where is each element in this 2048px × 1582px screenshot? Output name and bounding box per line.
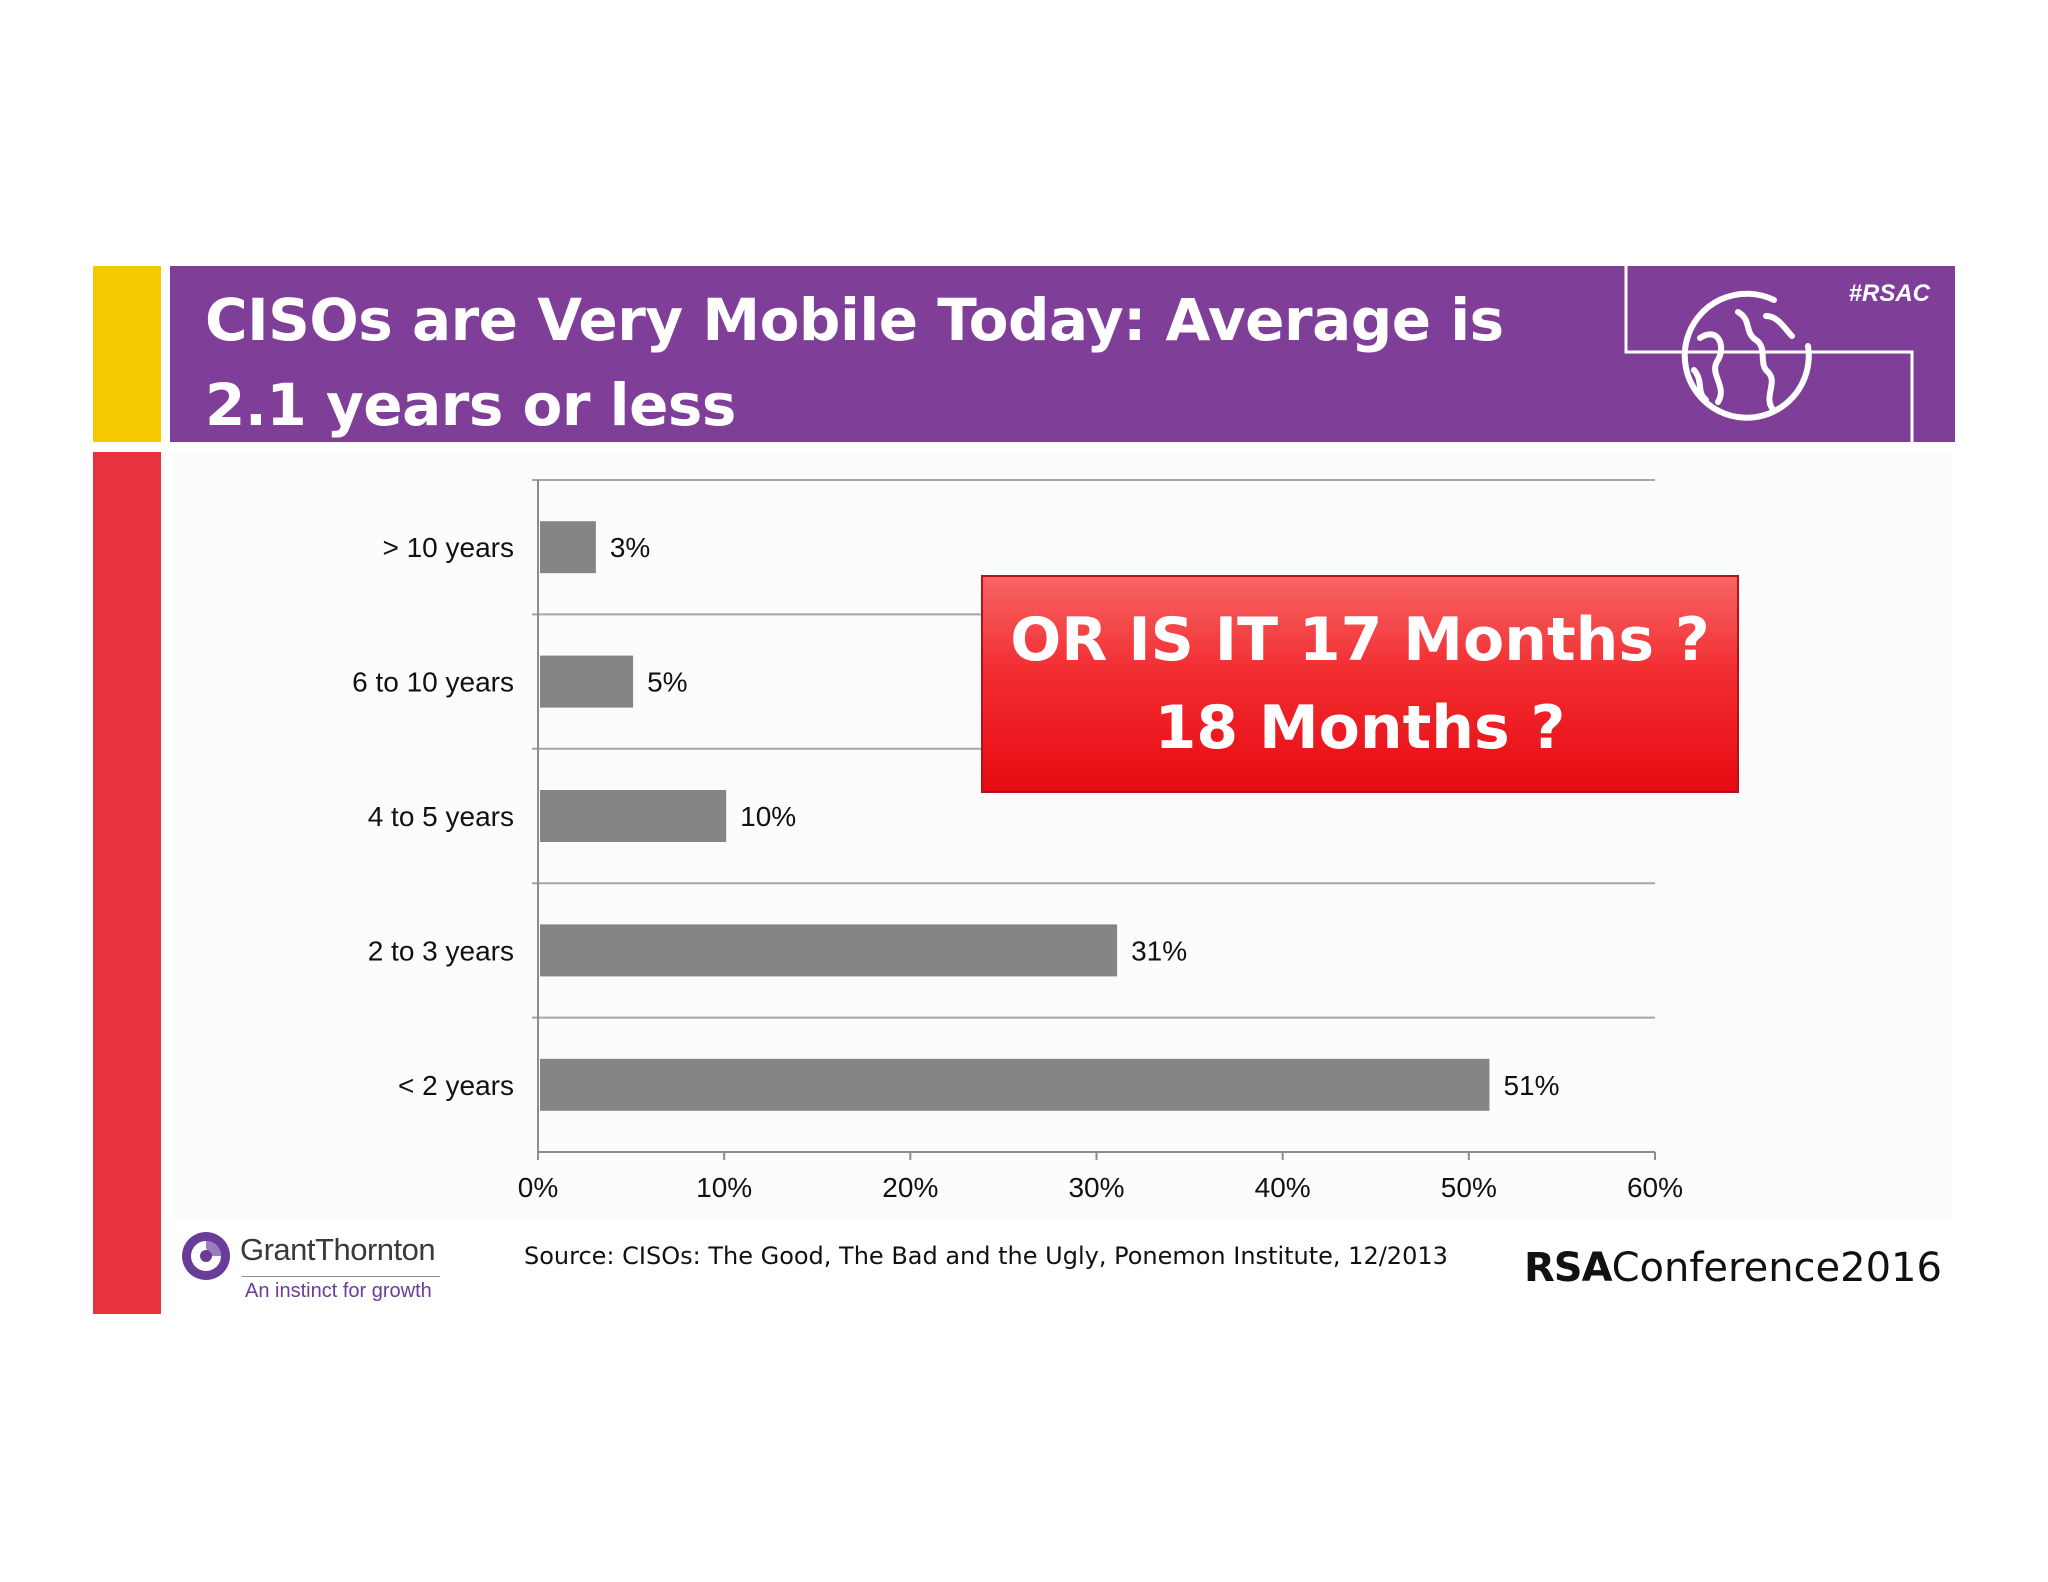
rsa-conference-logo: RSAConference2016 [1524,1245,1942,1291]
accent-yellow-bar [93,266,161,442]
x-tick-label: 30% [1068,1172,1124,1203]
bar [540,655,634,708]
grant-thornton-tagline: An instinct for growth [245,1280,432,1302]
grant-thornton-mark-icon [182,1232,230,1280]
x-tick-label: 60% [1627,1172,1683,1203]
x-tick-label: 20% [882,1172,938,1203]
value-label: 31% [1131,935,1187,966]
source-note: Source: CISOs: The Good, The Bad and the… [524,1242,1448,1270]
x-tick-label: 40% [1255,1172,1311,1203]
value-label: 10% [740,801,796,832]
x-tick-label: 50% [1441,1172,1497,1203]
grant-thornton-name: GrantThornton [240,1232,436,1267]
conference-wordmark: Conference2016 [1611,1245,1942,1291]
value-label: 3% [610,532,650,563]
callout-box: OR IS IT 17 Months ? 18 Months ? [981,575,1739,793]
title-banner: CISOs are Very Mobile Today: Average is … [170,266,1955,442]
bar [540,924,1118,977]
callout-text: OR IS IT 17 Months ? 18 Months ? [1010,605,1710,763]
category-label: 2 to 3 years [368,935,514,966]
grant-thornton-logo: GrantThornton An instinct for growth [180,1230,480,1310]
category-label: > 10 years [382,532,514,563]
slide-title: CISOs are Very Mobile Today: Average is … [205,286,1504,439]
globe-icon [1681,290,1812,421]
category-label: 4 to 5 years [368,801,514,832]
bar [540,790,727,842]
rsa-wordmark: RSA [1524,1245,1613,1291]
value-label: 5% [647,667,687,698]
x-tick-label: 0% [518,1172,558,1203]
chart-area: 0% 10% 20% 30% 40% 50% 60% > 10 years 3% 6 to 10 … [172,452,1952,1222]
value-label: 51% [1503,1070,1559,1101]
accent-red-bar [93,452,161,1314]
banner-frame [1624,266,1914,442]
bar-chart: 0% 10% 20% 30% 40% 50% 60% > 10 years 3% 6 to 10 … [352,479,1683,1203]
grant-thornton-rule [242,1276,440,1277]
rsac-hashtag: #RSAC [1848,280,1930,307]
category-label: < 2 years [398,1070,514,1101]
category-label: 6 to 10 years [352,667,514,698]
bar [540,521,596,574]
x-tick-label: 10% [696,1172,752,1203]
bar [540,1058,1490,1111]
